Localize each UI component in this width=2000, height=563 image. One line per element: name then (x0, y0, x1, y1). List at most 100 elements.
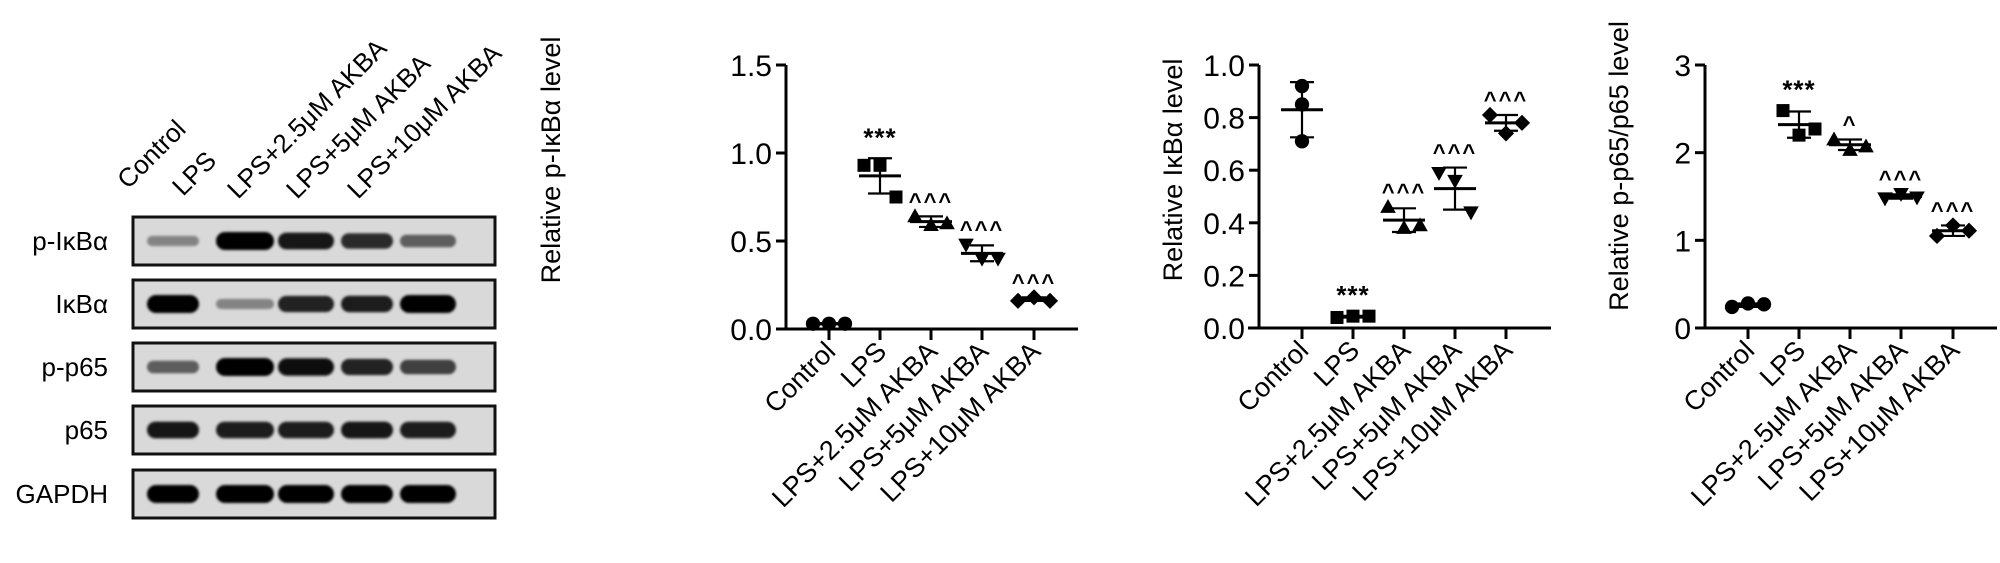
data-group: ^^^ (1380, 179, 1428, 234)
data-group (1724, 296, 1772, 315)
blot-band (147, 360, 199, 374)
triangle-down-marker-icon (1447, 174, 1463, 189)
y-axis-title: Relative p-IκBα level (536, 37, 566, 284)
triangle-up-marker-icon (923, 217, 939, 232)
x-tick-label: Control (758, 336, 841, 419)
blot-band (341, 485, 393, 503)
triangle-down-marker-icon (1431, 166, 1447, 181)
significance-label: ^^^ (1012, 269, 1057, 294)
triangle-up-marker-icon (1826, 131, 1842, 146)
data-group (1281, 78, 1323, 149)
significance-label: ^ (1843, 112, 1858, 137)
significance-label: ^^^ (960, 217, 1005, 242)
significance-label: ^^^ (1931, 197, 1976, 222)
data-group: *** (1330, 280, 1376, 324)
blot-band (341, 358, 393, 376)
y-tick-label: 1 (1674, 225, 1691, 258)
triangle-up-marker-icon (1842, 141, 1858, 156)
triangle-down-marker-icon (958, 238, 974, 253)
y-tick-label: 0.0 (1203, 313, 1245, 346)
data-group: ^^^ (1431, 140, 1479, 221)
square-marker-icon (889, 190, 903, 204)
significance-label: ^^^ (1382, 179, 1427, 204)
blot-band (400, 359, 456, 375)
diamond-marker-icon (1009, 292, 1027, 309)
data-group: ^^^ (907, 188, 955, 232)
blot-band (147, 485, 199, 503)
diamond-marker-icon (1944, 217, 1962, 234)
triangle-down-marker-icon (1463, 206, 1479, 221)
y-tick-label: 0.6 (1203, 155, 1245, 188)
blot-band (341, 421, 393, 439)
y-tick-label: 0 (1674, 313, 1691, 346)
blot-row-label: IκBα (55, 289, 108, 319)
blot-row: GAPDH (16, 468, 497, 520)
diamond-marker-icon (1025, 289, 1043, 306)
significance-label: *** (1336, 280, 1369, 310)
diamond-marker-icon (1497, 125, 1515, 142)
y-tick-label: 0.8 (1203, 103, 1245, 136)
blot-row: p65 (65, 404, 497, 456)
blot-row: p-p65 (42, 341, 497, 393)
square-marker-icon (1776, 104, 1790, 118)
triangle-up-marker-icon (1380, 198, 1396, 213)
y-tick-label: 3 (1674, 50, 1691, 83)
blot-band (341, 233, 393, 249)
blot-band (147, 421, 199, 439)
circle-marker-icon (1294, 97, 1310, 112)
y-tick-label: 0.4 (1203, 208, 1245, 241)
significance-label: ^^^ (1879, 166, 1924, 191)
y-tick-label: 2 (1674, 138, 1691, 171)
y-tick-label: 0.2 (1203, 260, 1245, 293)
blot-row: p-IκBα (32, 215, 497, 267)
triangle-down-marker-icon (1893, 188, 1909, 202)
blot-band (216, 421, 274, 439)
data-group: ^^^ (958, 217, 1006, 267)
blot-band (216, 298, 274, 310)
triangle-up-marker-icon (907, 208, 923, 223)
triangle-up-marker-icon (1396, 220, 1412, 234)
y-tick-label: 0.5 (730, 226, 772, 259)
blot-band (216, 232, 274, 250)
data-group: *** (857, 122, 903, 204)
diamond-marker-icon (1041, 292, 1059, 309)
chart-ikba: 0.0 0.2 0.4 0.6 0.8 1.0 Relative IκBα level Con… (1158, 50, 1551, 512)
blot-row: IκBα (55, 278, 497, 330)
blot-band (278, 232, 334, 250)
y-tick-label: 0.0 (730, 314, 772, 347)
y-tick-label: 1.0 (1203, 50, 1245, 83)
blot-band (278, 295, 334, 313)
data-group: ^^^ (1877, 166, 1925, 207)
blot-band (400, 295, 456, 313)
y-axis-title: Relative IκBα level (1158, 59, 1188, 282)
circle-marker-icon (1740, 296, 1756, 311)
y-axis-title: Relative p-p65/p65 level (1604, 21, 1634, 311)
blot-band (400, 234, 456, 248)
blot-band (278, 421, 334, 439)
blot-band (400, 421, 456, 439)
data-group: *** (1776, 75, 1822, 142)
circle-marker-icon (1294, 134, 1310, 149)
blot-row-label: GAPDH (16, 479, 108, 509)
y-tick-label: 1.5 (730, 50, 772, 83)
significance-label: ^^^ (1484, 87, 1529, 112)
blot-band (147, 295, 199, 313)
blot-band (147, 235, 199, 247)
square-marker-icon (1792, 128, 1806, 142)
x-tick-label: Control (1677, 335, 1760, 418)
significance-label: ^^^ (1433, 140, 1478, 165)
blot-band (341, 295, 393, 313)
blot-band (216, 358, 274, 376)
data-group: ^^^ (1928, 197, 1978, 245)
triangle-up-marker-icon (1412, 217, 1428, 232)
data-group (805, 316, 853, 331)
circle-marker-icon (1724, 299, 1740, 315)
blot-band (400, 485, 456, 503)
blot-band (278, 485, 334, 503)
blot-band (278, 358, 334, 376)
diamond-marker-icon (1481, 106, 1499, 124)
blot-lane-label: LPS (166, 145, 222, 201)
data-group: ^^^ (1009, 269, 1059, 309)
